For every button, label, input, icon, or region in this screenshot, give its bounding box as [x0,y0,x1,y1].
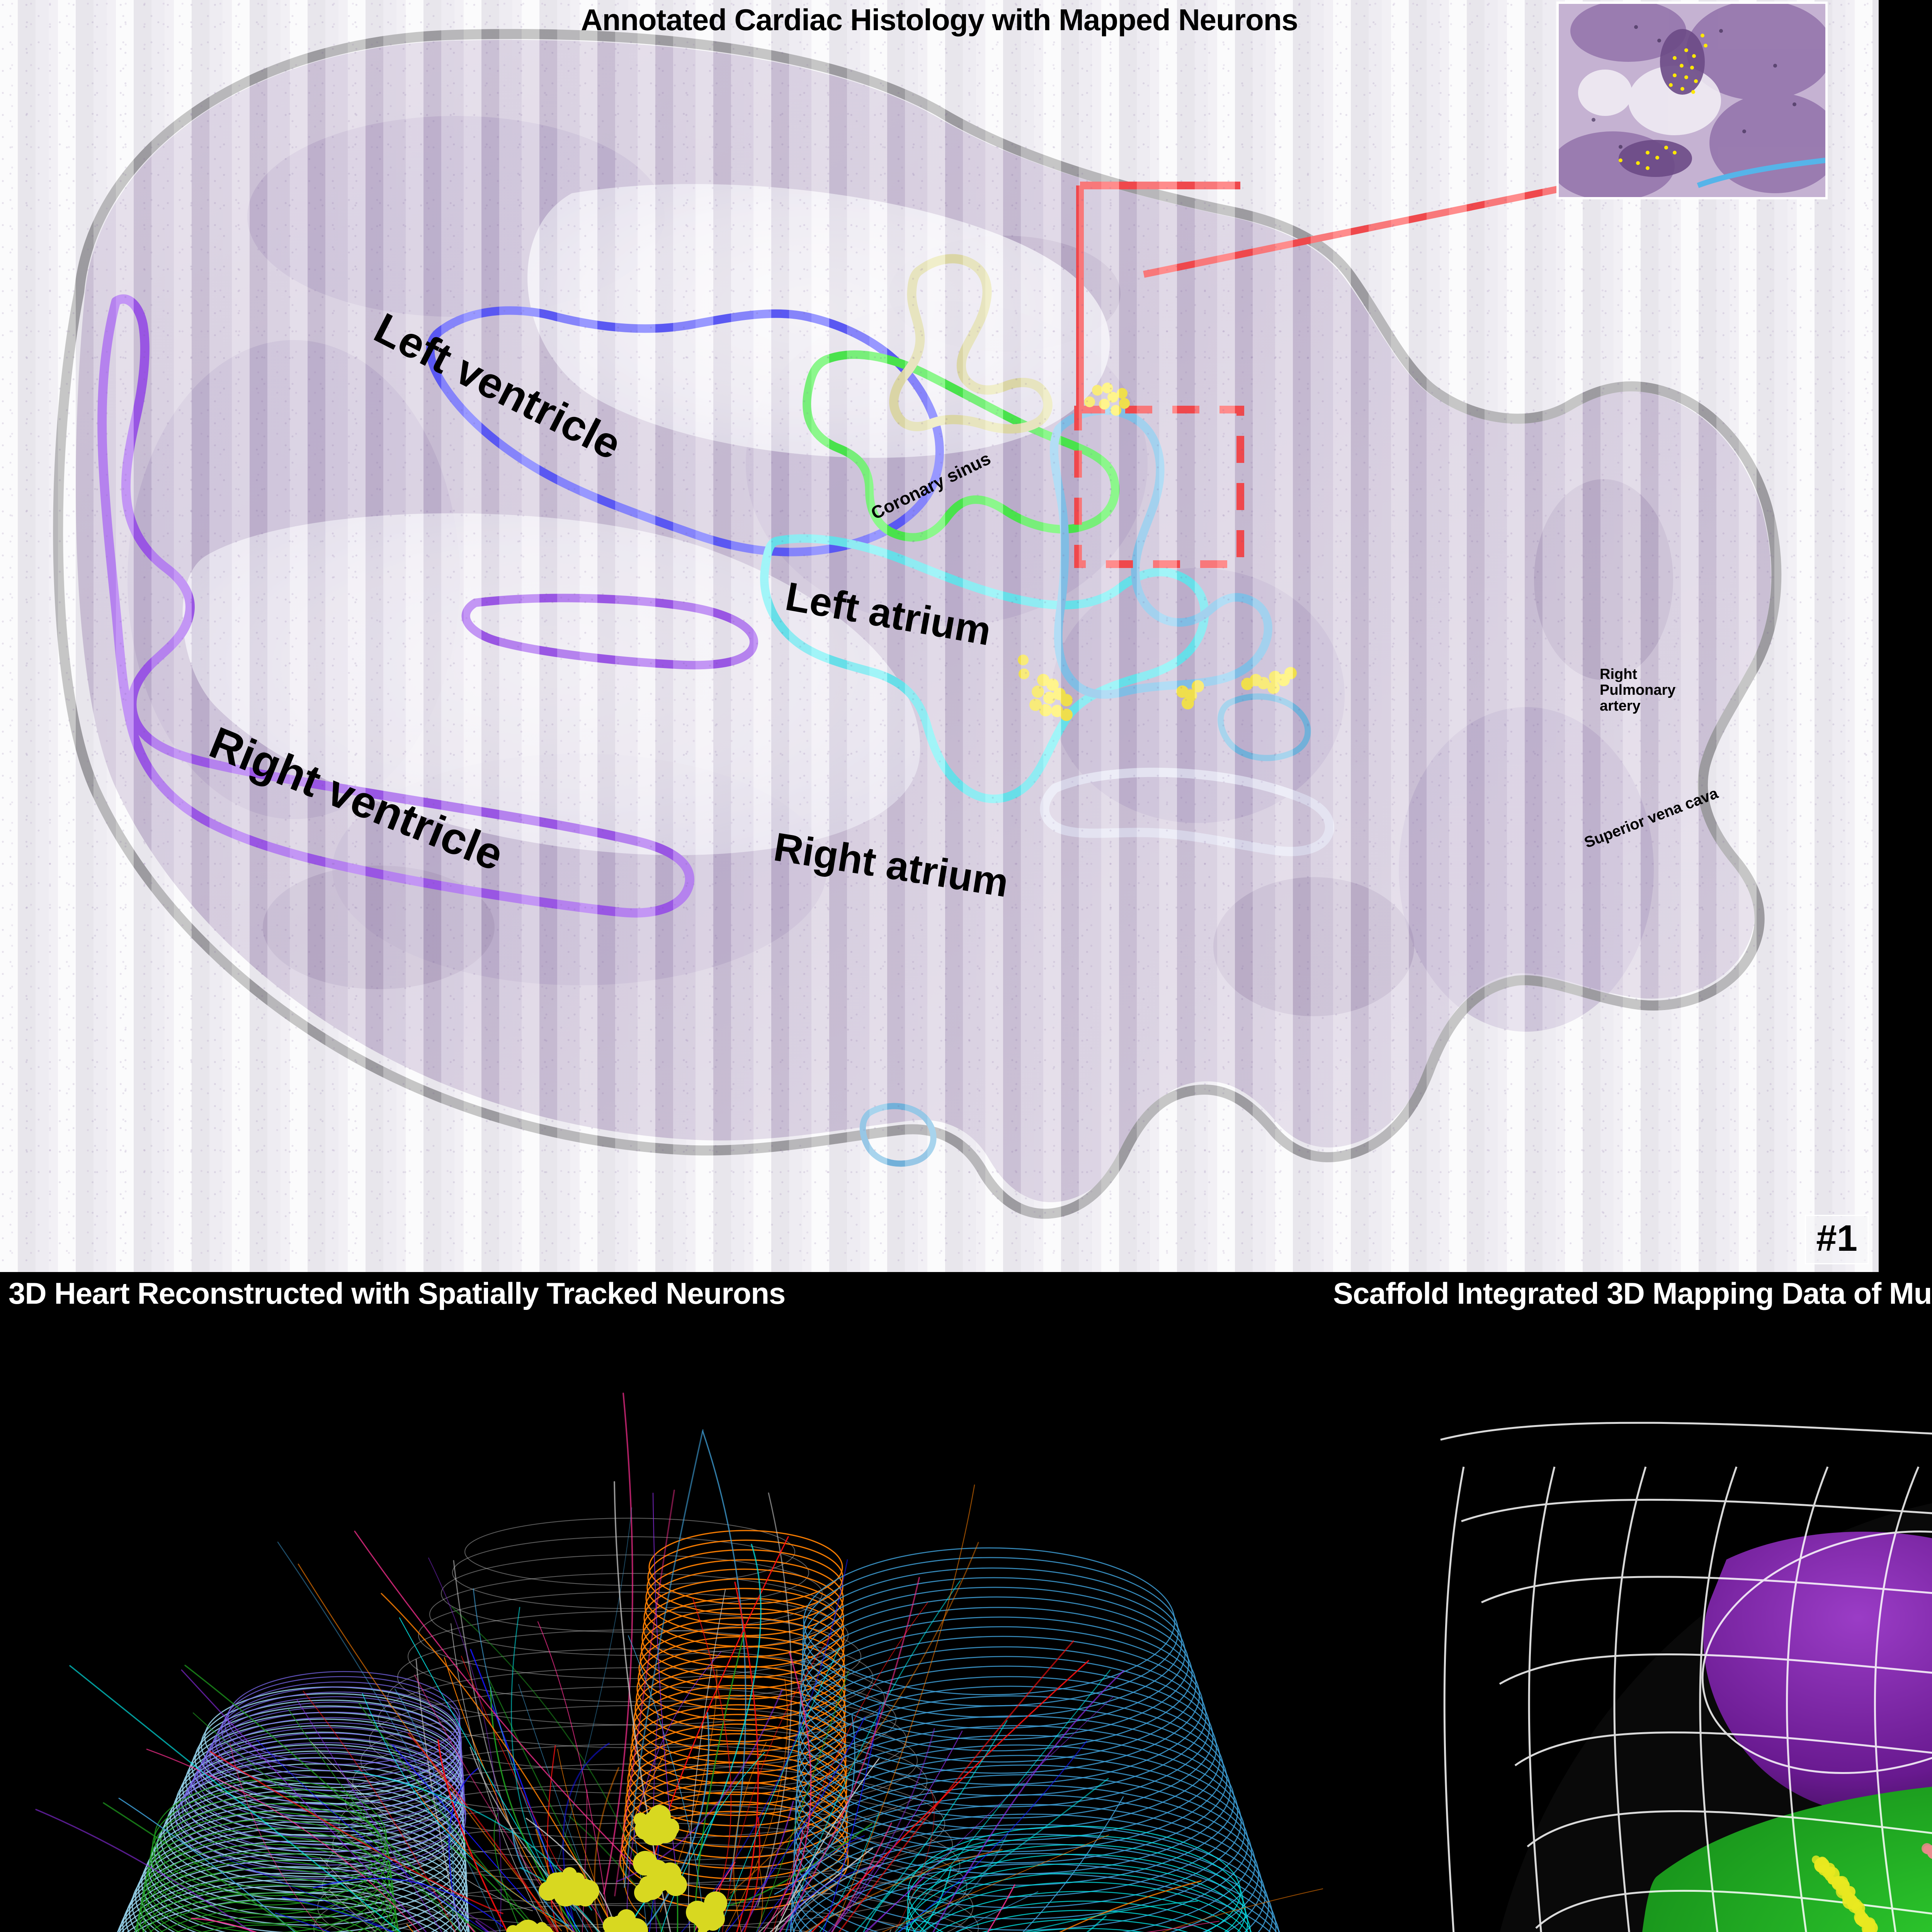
panel-2-title: 3D ICN Neuron Cloud [1880,2,1932,37]
histology-zoom-inset [1556,2,1828,199]
scan-stripe-artifact [0,0,1879,1272]
panel-1-histology: Annotated Cardiac Histology with Mapped … [0,0,1879,1272]
heart-wireframe-reconstruction [0,1274,1323,1932]
panel-3-title: 3D Heart Reconstructed with Spatially Tr… [9,1276,786,1310]
annotation-right-pulmonary-artery: Right Pulmonary artery [1600,666,1676,714]
neuron-point-cloud [1880,0,1932,1272]
scaffold-3d-model [1325,1274,1932,1932]
tissue-grain-texture [0,0,1879,1272]
panel-1-title: Annotated Cardiac Histology with Mapped … [581,3,1298,37]
panel-3-3d-heart: 3D Heart Reconstructed with Spatially Tr… [0,1274,1323,1932]
panel-4-scaffold: Scaffold Integrated 3D Mapping Data of M… [1325,1274,1932,1932]
panel-2-neuron-cloud: 3D ICN Neuron Cloud #2 [1880,0,1932,1272]
panel-4-title: Scaffold Integrated 3D Mapping Data of M… [1333,1276,1932,1310]
panel-1-number-badge: #1 [1805,1215,1869,1264]
histology-background [0,0,1879,1272]
